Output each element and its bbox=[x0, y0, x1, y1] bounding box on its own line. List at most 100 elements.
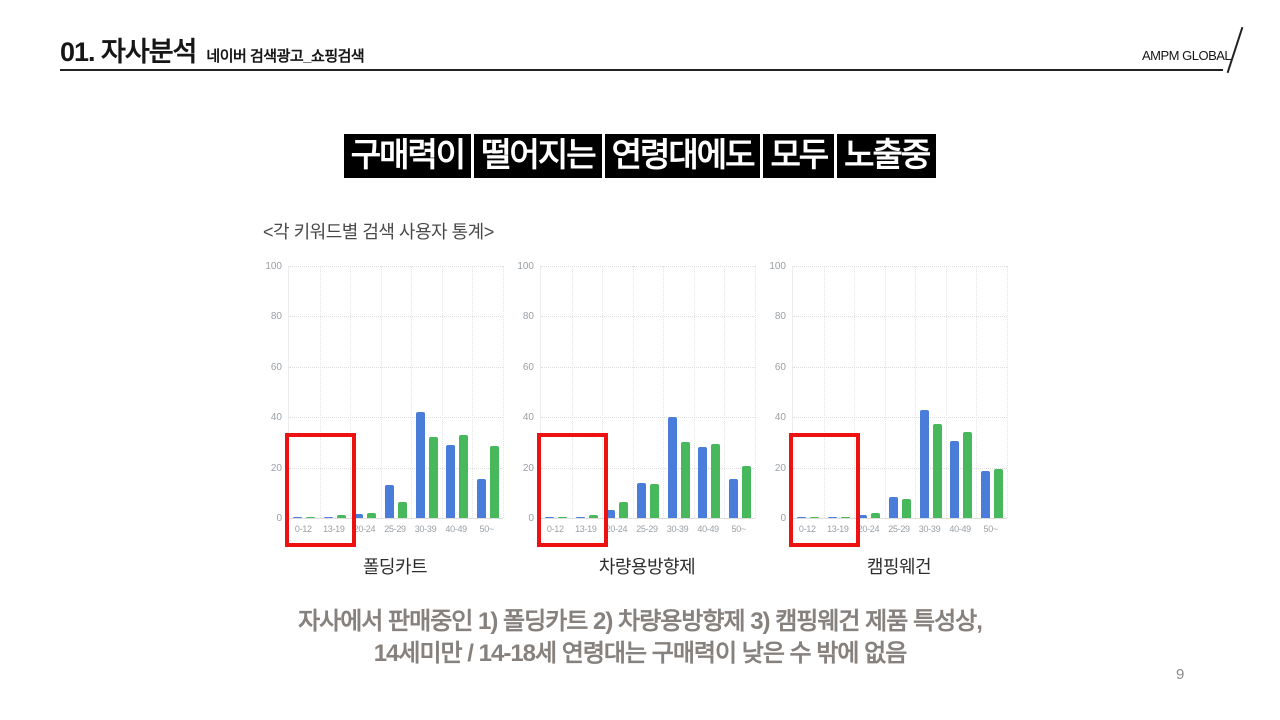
bar bbox=[680, 442, 690, 518]
v-gridline bbox=[602, 266, 604, 518]
h-gridline bbox=[793, 467, 1007, 469]
x-axis-tick-label: 20-24 bbox=[857, 524, 880, 534]
bar-group bbox=[289, 266, 320, 518]
y-axis-tick-label: 100 bbox=[769, 261, 786, 272]
bar-group bbox=[411, 266, 442, 518]
v-gridline bbox=[693, 266, 695, 518]
bar-group bbox=[885, 266, 916, 518]
v-gridline bbox=[1007, 266, 1008, 518]
bar-group bbox=[381, 266, 412, 518]
bar-group bbox=[915, 266, 946, 518]
y-axis-tick-label: 60 bbox=[270, 361, 282, 373]
page-title: 구매력이 떨어지는 연령대에도 모두 노출중 bbox=[0, 134, 1280, 178]
bar bbox=[858, 515, 868, 518]
bar bbox=[619, 501, 629, 518]
v-gridline bbox=[380, 266, 382, 518]
h-gridline bbox=[793, 316, 1007, 318]
v-gridline bbox=[945, 266, 947, 518]
bar bbox=[698, 447, 708, 518]
bar bbox=[636, 482, 646, 518]
h-gridline bbox=[541, 316, 755, 318]
bar bbox=[293, 517, 303, 518]
v-gridline bbox=[350, 266, 352, 518]
bar bbox=[545, 517, 555, 518]
x-axis-tick-label: 13-19 bbox=[323, 524, 345, 534]
chart-plot bbox=[288, 266, 504, 519]
page-number: 9 bbox=[1176, 666, 1185, 683]
v-gridline bbox=[663, 266, 665, 518]
bar-group bbox=[793, 266, 824, 518]
bar-group bbox=[663, 266, 694, 518]
highlight-box bbox=[285, 433, 357, 547]
bar bbox=[428, 437, 438, 518]
bar bbox=[827, 517, 837, 518]
x-axis-tick-label: 40-49 bbox=[949, 524, 971, 534]
bar-group bbox=[854, 266, 885, 518]
h-gridline bbox=[541, 417, 755, 419]
title-word: 노출중 bbox=[837, 134, 937, 178]
x-axis-tick-label: 50~ bbox=[731, 524, 747, 534]
bar bbox=[459, 434, 469, 518]
x-axis-tick-label: 13-19 bbox=[575, 524, 597, 534]
bar bbox=[950, 441, 960, 518]
bar bbox=[558, 517, 568, 518]
h-gridline bbox=[793, 266, 1007, 267]
bar-chart: 0 20 40 60 80 100 0-12 13-19 20-24 25-29 30-39 40-4… bbox=[760, 258, 1012, 577]
h-gridline bbox=[289, 266, 503, 267]
x-axis-tick-label: 0-12 bbox=[546, 524, 564, 534]
y-axis-tick-label: 100 bbox=[265, 261, 282, 272]
v-gridline bbox=[755, 266, 756, 518]
y-axis-tick-label: 40 bbox=[270, 412, 282, 424]
chart-caption: 캠핑웨건 bbox=[866, 557, 932, 577]
x-axis-tick-label: 0-12 bbox=[294, 524, 312, 534]
header: 01. 자사분석 네이버 검색광고_쇼핑검색 bbox=[60, 30, 365, 69]
title-word: 연령대에도 bbox=[604, 134, 761, 178]
y-axis-tick-label: 60 bbox=[522, 361, 534, 373]
bar bbox=[336, 515, 346, 518]
v-gridline bbox=[319, 266, 321, 518]
h-gridline bbox=[289, 316, 503, 318]
bar-group bbox=[541, 266, 572, 518]
bar bbox=[649, 483, 659, 518]
bar-chart: 0 20 40 60 80 100 0-12 13-19 20-24 25-29 30-39 40-4… bbox=[256, 258, 508, 577]
v-gridline bbox=[724, 266, 726, 518]
title-word: 떨어지는 bbox=[474, 134, 602, 178]
bar bbox=[384, 485, 394, 518]
highlight-box bbox=[789, 433, 861, 547]
h-gridline bbox=[289, 366, 503, 368]
bar bbox=[606, 510, 616, 518]
x-axis-tick-label: 25-29 bbox=[636, 524, 658, 534]
h-gridline bbox=[289, 467, 503, 469]
h-gridline bbox=[541, 366, 755, 368]
bar bbox=[797, 517, 807, 518]
bar bbox=[888, 496, 898, 518]
y-axis-tick-label: 40 bbox=[774, 412, 786, 424]
h-gridline bbox=[793, 366, 1007, 368]
summary-note-line1: 자사에서 판매중인 1) 폴딩카트 2) 차량용방향제 3) 캠핑웨건 제품 특… bbox=[298, 608, 983, 635]
charts-row: 0 20 40 60 80 100 0-12 13-19 20-24 25-29 30-39 40-4… bbox=[256, 258, 1012, 577]
bar-group bbox=[350, 266, 381, 518]
v-gridline bbox=[854, 266, 856, 518]
h-gridline bbox=[289, 417, 503, 419]
bar bbox=[306, 517, 316, 518]
bar bbox=[415, 412, 425, 518]
bar bbox=[728, 478, 738, 518]
bar-group bbox=[824, 266, 855, 518]
y-axis-tick-label: 20 bbox=[522, 462, 534, 474]
bar bbox=[588, 514, 598, 518]
x-axis-tick-label: 40-49 bbox=[445, 524, 467, 534]
x-axis-tick-label: 20-24 bbox=[605, 524, 628, 534]
v-gridline bbox=[632, 266, 634, 518]
bar bbox=[919, 409, 929, 518]
company-logo: AMPM GLOBAL bbox=[1142, 48, 1232, 63]
y-axis-tick-label: 80 bbox=[774, 311, 786, 323]
header-divider bbox=[60, 69, 1223, 71]
y-axis-tick-label: 0 bbox=[276, 513, 282, 524]
h-gridline bbox=[793, 417, 1007, 419]
chart-caption: 차량용방향제 bbox=[598, 557, 696, 577]
y-axis-tick-label: 20 bbox=[270, 462, 282, 474]
v-gridline bbox=[441, 266, 443, 518]
h-gridline bbox=[541, 467, 755, 469]
bar-group bbox=[472, 266, 503, 518]
